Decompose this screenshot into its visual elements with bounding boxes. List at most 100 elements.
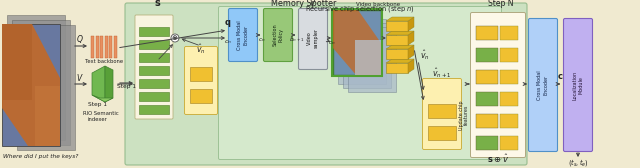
Text: $(t_s, t_e)$: $(t_s, t_e)$: [568, 157, 588, 167]
Polygon shape: [386, 59, 414, 63]
Bar: [476, 48, 498, 62]
Bar: [139, 40, 169, 49]
Text: $b_{n+1}$: $b_{n+1}$: [289, 35, 305, 44]
FancyBboxPatch shape: [135, 15, 173, 119]
Bar: [476, 136, 498, 150]
Bar: [348, 27, 396, 92]
Bar: [476, 26, 498, 40]
Bar: [355, 40, 381, 75]
Bar: [476, 70, 498, 84]
Bar: [428, 104, 456, 118]
Text: $\mathbf{q}$: $\mathbf{q}$: [224, 18, 231, 29]
Text: Update chip
features: Update chip features: [459, 100, 469, 130]
Bar: [343, 23, 391, 88]
Polygon shape: [105, 66, 113, 102]
Bar: [12, 20, 70, 145]
Bar: [2, 24, 32, 100]
Polygon shape: [386, 31, 414, 35]
FancyBboxPatch shape: [298, 9, 328, 70]
Text: Text backbone: Text backbone: [85, 59, 123, 64]
Bar: [17, 25, 75, 150]
Text: Cross Modal
Encoder: Cross Modal Encoder: [538, 70, 548, 100]
Polygon shape: [408, 17, 414, 31]
FancyBboxPatch shape: [563, 18, 593, 152]
Text: Recursive chip selection (step $n$): Recursive chip selection (step $n$): [305, 4, 415, 13]
Bar: [500, 114, 518, 128]
Bar: [104, 36, 108, 58]
Bar: [2, 24, 60, 146]
Bar: [7, 15, 65, 140]
Bar: [500, 48, 518, 62]
Text: Video backbone: Video backbone: [356, 2, 400, 7]
Bar: [95, 36, 99, 58]
Text: $\hat{v}_{n+1}$: $\hat{v}_{n+1}$: [432, 67, 452, 80]
Text: $\hat{v}_n$: $\hat{v}_n$: [420, 48, 429, 61]
Polygon shape: [386, 17, 414, 21]
Bar: [500, 92, 518, 106]
Text: $Q$: $Q$: [76, 33, 84, 45]
Polygon shape: [333, 10, 381, 75]
Bar: [386, 49, 408, 59]
Text: $\oplus$: $\oplus$: [172, 33, 179, 43]
Bar: [386, 21, 408, 31]
Bar: [35, 86, 60, 146]
Text: Memory Spotter: Memory Spotter: [271, 0, 337, 8]
Text: Step 1: Step 1: [88, 102, 107, 107]
FancyBboxPatch shape: [218, 7, 502, 159]
Bar: [500, 26, 518, 40]
Bar: [139, 53, 169, 62]
Text: RIO Semantic: RIO Semantic: [83, 111, 119, 116]
Polygon shape: [386, 45, 414, 49]
Bar: [109, 36, 112, 58]
Bar: [386, 35, 408, 45]
Bar: [333, 10, 381, 75]
Polygon shape: [92, 95, 113, 102]
FancyBboxPatch shape: [422, 78, 461, 150]
Bar: [190, 67, 212, 81]
Bar: [476, 114, 498, 128]
Text: $V$: $V$: [76, 72, 84, 83]
Bar: [139, 27, 169, 36]
Bar: [476, 92, 498, 106]
Text: indexer: indexer: [88, 117, 108, 122]
Bar: [113, 36, 116, 58]
Text: $\mathbf{s}$: $\mathbf{s}$: [154, 0, 162, 8]
Bar: [500, 136, 518, 150]
Text: $\hat{v}_n$: $\hat{v}_n$: [196, 43, 206, 56]
Polygon shape: [2, 24, 60, 146]
Polygon shape: [408, 31, 414, 45]
Text: Step 1: Step 1: [117, 84, 136, 89]
Bar: [139, 79, 169, 88]
Text: $c_n$: $c_n$: [224, 38, 232, 46]
Bar: [91, 36, 94, 58]
Polygon shape: [92, 66, 105, 102]
Polygon shape: [408, 59, 414, 73]
Bar: [338, 19, 386, 84]
Bar: [139, 92, 169, 101]
FancyBboxPatch shape: [264, 9, 292, 61]
FancyBboxPatch shape: [184, 47, 218, 115]
FancyBboxPatch shape: [228, 9, 257, 61]
Text: $\mathbf{c}$: $\mathbf{c}$: [557, 72, 563, 81]
Text: $c_n$: $c_n$: [258, 36, 266, 44]
FancyBboxPatch shape: [125, 3, 527, 165]
Text: Selection
Policy: Selection Policy: [273, 24, 284, 46]
Polygon shape: [408, 45, 414, 59]
Bar: [428, 126, 456, 140]
Bar: [100, 36, 103, 58]
FancyBboxPatch shape: [529, 18, 557, 152]
Text: Video
sampler: Video sampler: [307, 28, 319, 48]
Bar: [190, 89, 212, 103]
Text: $V$: $V$: [309, 0, 317, 8]
Text: Cross Modal
Encoder: Cross Modal Encoder: [237, 20, 248, 50]
Bar: [386, 63, 408, 73]
Bar: [139, 66, 169, 75]
Bar: [139, 105, 169, 114]
Text: $\mathbf{s} \oplus \hat{v}$: $\mathbf{s} \oplus \hat{v}$: [487, 152, 509, 165]
Bar: [500, 70, 518, 84]
Text: Localization
Module: Localization Module: [572, 70, 584, 100]
Circle shape: [171, 34, 179, 42]
Text: $c_n$: $c_n$: [328, 39, 335, 47]
Text: Step N: Step N: [488, 0, 513, 8]
Text: Where did I put the keys?: Where did I put the keys?: [3, 154, 78, 159]
